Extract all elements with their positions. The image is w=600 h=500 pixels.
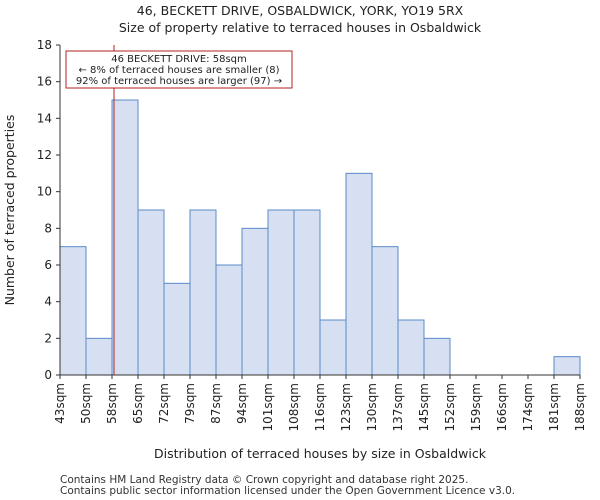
y-tick-label: 14 xyxy=(37,111,52,125)
y-tick-label: 18 xyxy=(37,38,52,52)
footer-copyright: Contains HM Land Registry data © Crown c… xyxy=(60,474,469,486)
x-tick-label: 94sqm xyxy=(235,383,249,424)
bar-130sqm xyxy=(371,246,399,376)
x-tick-label: 101sqm xyxy=(261,383,275,431)
bar-58sqm xyxy=(111,99,139,376)
bar-72sqm xyxy=(163,282,191,376)
x-axis-label: Distribution of terraced houses by size … xyxy=(154,446,487,461)
bar-181sqm xyxy=(553,356,581,376)
bar-108sqm xyxy=(293,209,321,376)
annotation-line-2: ← 8% of terraced houses are smaller (8) xyxy=(79,65,280,76)
y-tick-label: 12 xyxy=(37,148,52,162)
x-tick-label: 181sqm xyxy=(547,383,561,431)
marker-annotation: 46 BECKETT DRIVE: 58sqm ← 8% of terraced… xyxy=(65,50,293,89)
bar-65sqm xyxy=(137,209,165,376)
x-tick-label: 43sqm xyxy=(53,383,67,424)
x-tick-label: 130sqm xyxy=(365,383,379,431)
y-tick-label: 0 xyxy=(44,368,52,382)
x-tick-label: 159sqm xyxy=(469,383,483,431)
x-tick-label: 166sqm xyxy=(495,383,509,431)
x-tick-label: 145sqm xyxy=(417,383,431,431)
annotation-box xyxy=(65,50,293,89)
bar-79sqm xyxy=(189,209,217,376)
x-tick-label: 72sqm xyxy=(157,383,171,424)
annotation-line-1: 46 BECKETT DRIVE: 58sqm xyxy=(111,54,247,65)
bars-group xyxy=(59,99,581,376)
bar-123sqm xyxy=(345,172,373,376)
bar-94sqm xyxy=(241,227,269,376)
annotation-line-3: 92% of terraced houses are larger (97) → xyxy=(76,76,282,87)
y-tick-label: 4 xyxy=(44,295,52,309)
x-tick-label: 65sqm xyxy=(131,383,145,424)
y-tick-label: 2 xyxy=(44,331,52,345)
footer-licence: Contains public sector information licen… xyxy=(60,485,516,497)
chart-title: 46, BECKETT DRIVE, OSBALDWICK, YORK, YO1… xyxy=(136,3,464,18)
x-tick-label: 152sqm xyxy=(443,383,457,431)
y-tick-label: 10 xyxy=(37,185,52,199)
x-tick-label: 108sqm xyxy=(287,383,301,431)
bar-145sqm xyxy=(423,337,451,376)
x-tick-label: 116sqm xyxy=(313,383,327,431)
bar-87sqm xyxy=(215,264,243,376)
y-tick-label: 6 xyxy=(44,258,52,272)
x-tick-label: 137sqm xyxy=(391,383,405,431)
x-tick-label: 58sqm xyxy=(105,383,119,424)
y-tick-label: 8 xyxy=(44,221,52,235)
bar-43sqm xyxy=(59,246,87,376)
x-tick-label: 50sqm xyxy=(79,383,93,424)
x-tick-label: 188sqm xyxy=(573,383,587,431)
x-tick-label: 79sqm xyxy=(183,383,197,424)
bar-101sqm xyxy=(267,209,295,376)
bar-116sqm xyxy=(319,319,347,376)
y-axis-label: Number of terraced properties xyxy=(2,115,17,306)
x-tick-label: 123sqm xyxy=(339,383,353,431)
x-tick-label: 87sqm xyxy=(209,383,223,424)
chart-subtitle: Size of property relative to terraced ho… xyxy=(118,20,482,35)
y-tick-label: 16 xyxy=(37,75,52,89)
axes-group: 0 2 4 6 8 10 12 14 16 18 43sqm 50sqm 58sqm 65sqm 72sqm… xyxy=(37,38,587,431)
histogram-chart: 0 2 4 6 8 10 12 14 16 18 43sqm 50sqm 58sqm 65sqm 72sqm… xyxy=(2,38,587,461)
bar-137sqm xyxy=(397,319,425,376)
x-tick-label: 174sqm xyxy=(521,383,535,431)
bar-50sqm xyxy=(85,337,113,376)
